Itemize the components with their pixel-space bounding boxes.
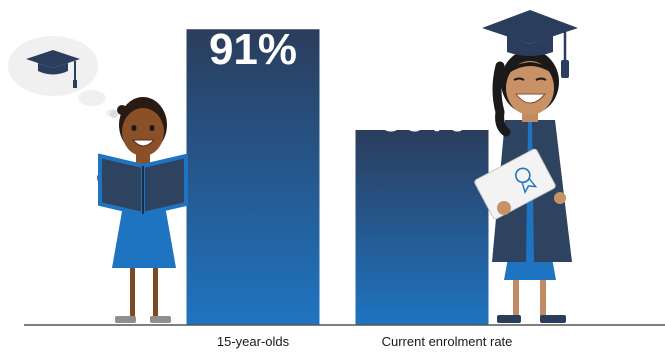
value-label-0: 91% [209, 25, 297, 74]
bar-1 [355, 130, 489, 325]
category-label-0: 15-year-olds [217, 334, 290, 349]
bar-group [186, 29, 489, 325]
value-label-1: 60% [378, 92, 466, 141]
reading-student-icon [97, 97, 188, 323]
graduate-student-icon [474, 10, 578, 323]
graduation-cap-thought-icon [8, 36, 118, 117]
bar-0 [186, 29, 320, 325]
category-label-1: Current enrolment rate [382, 334, 513, 349]
